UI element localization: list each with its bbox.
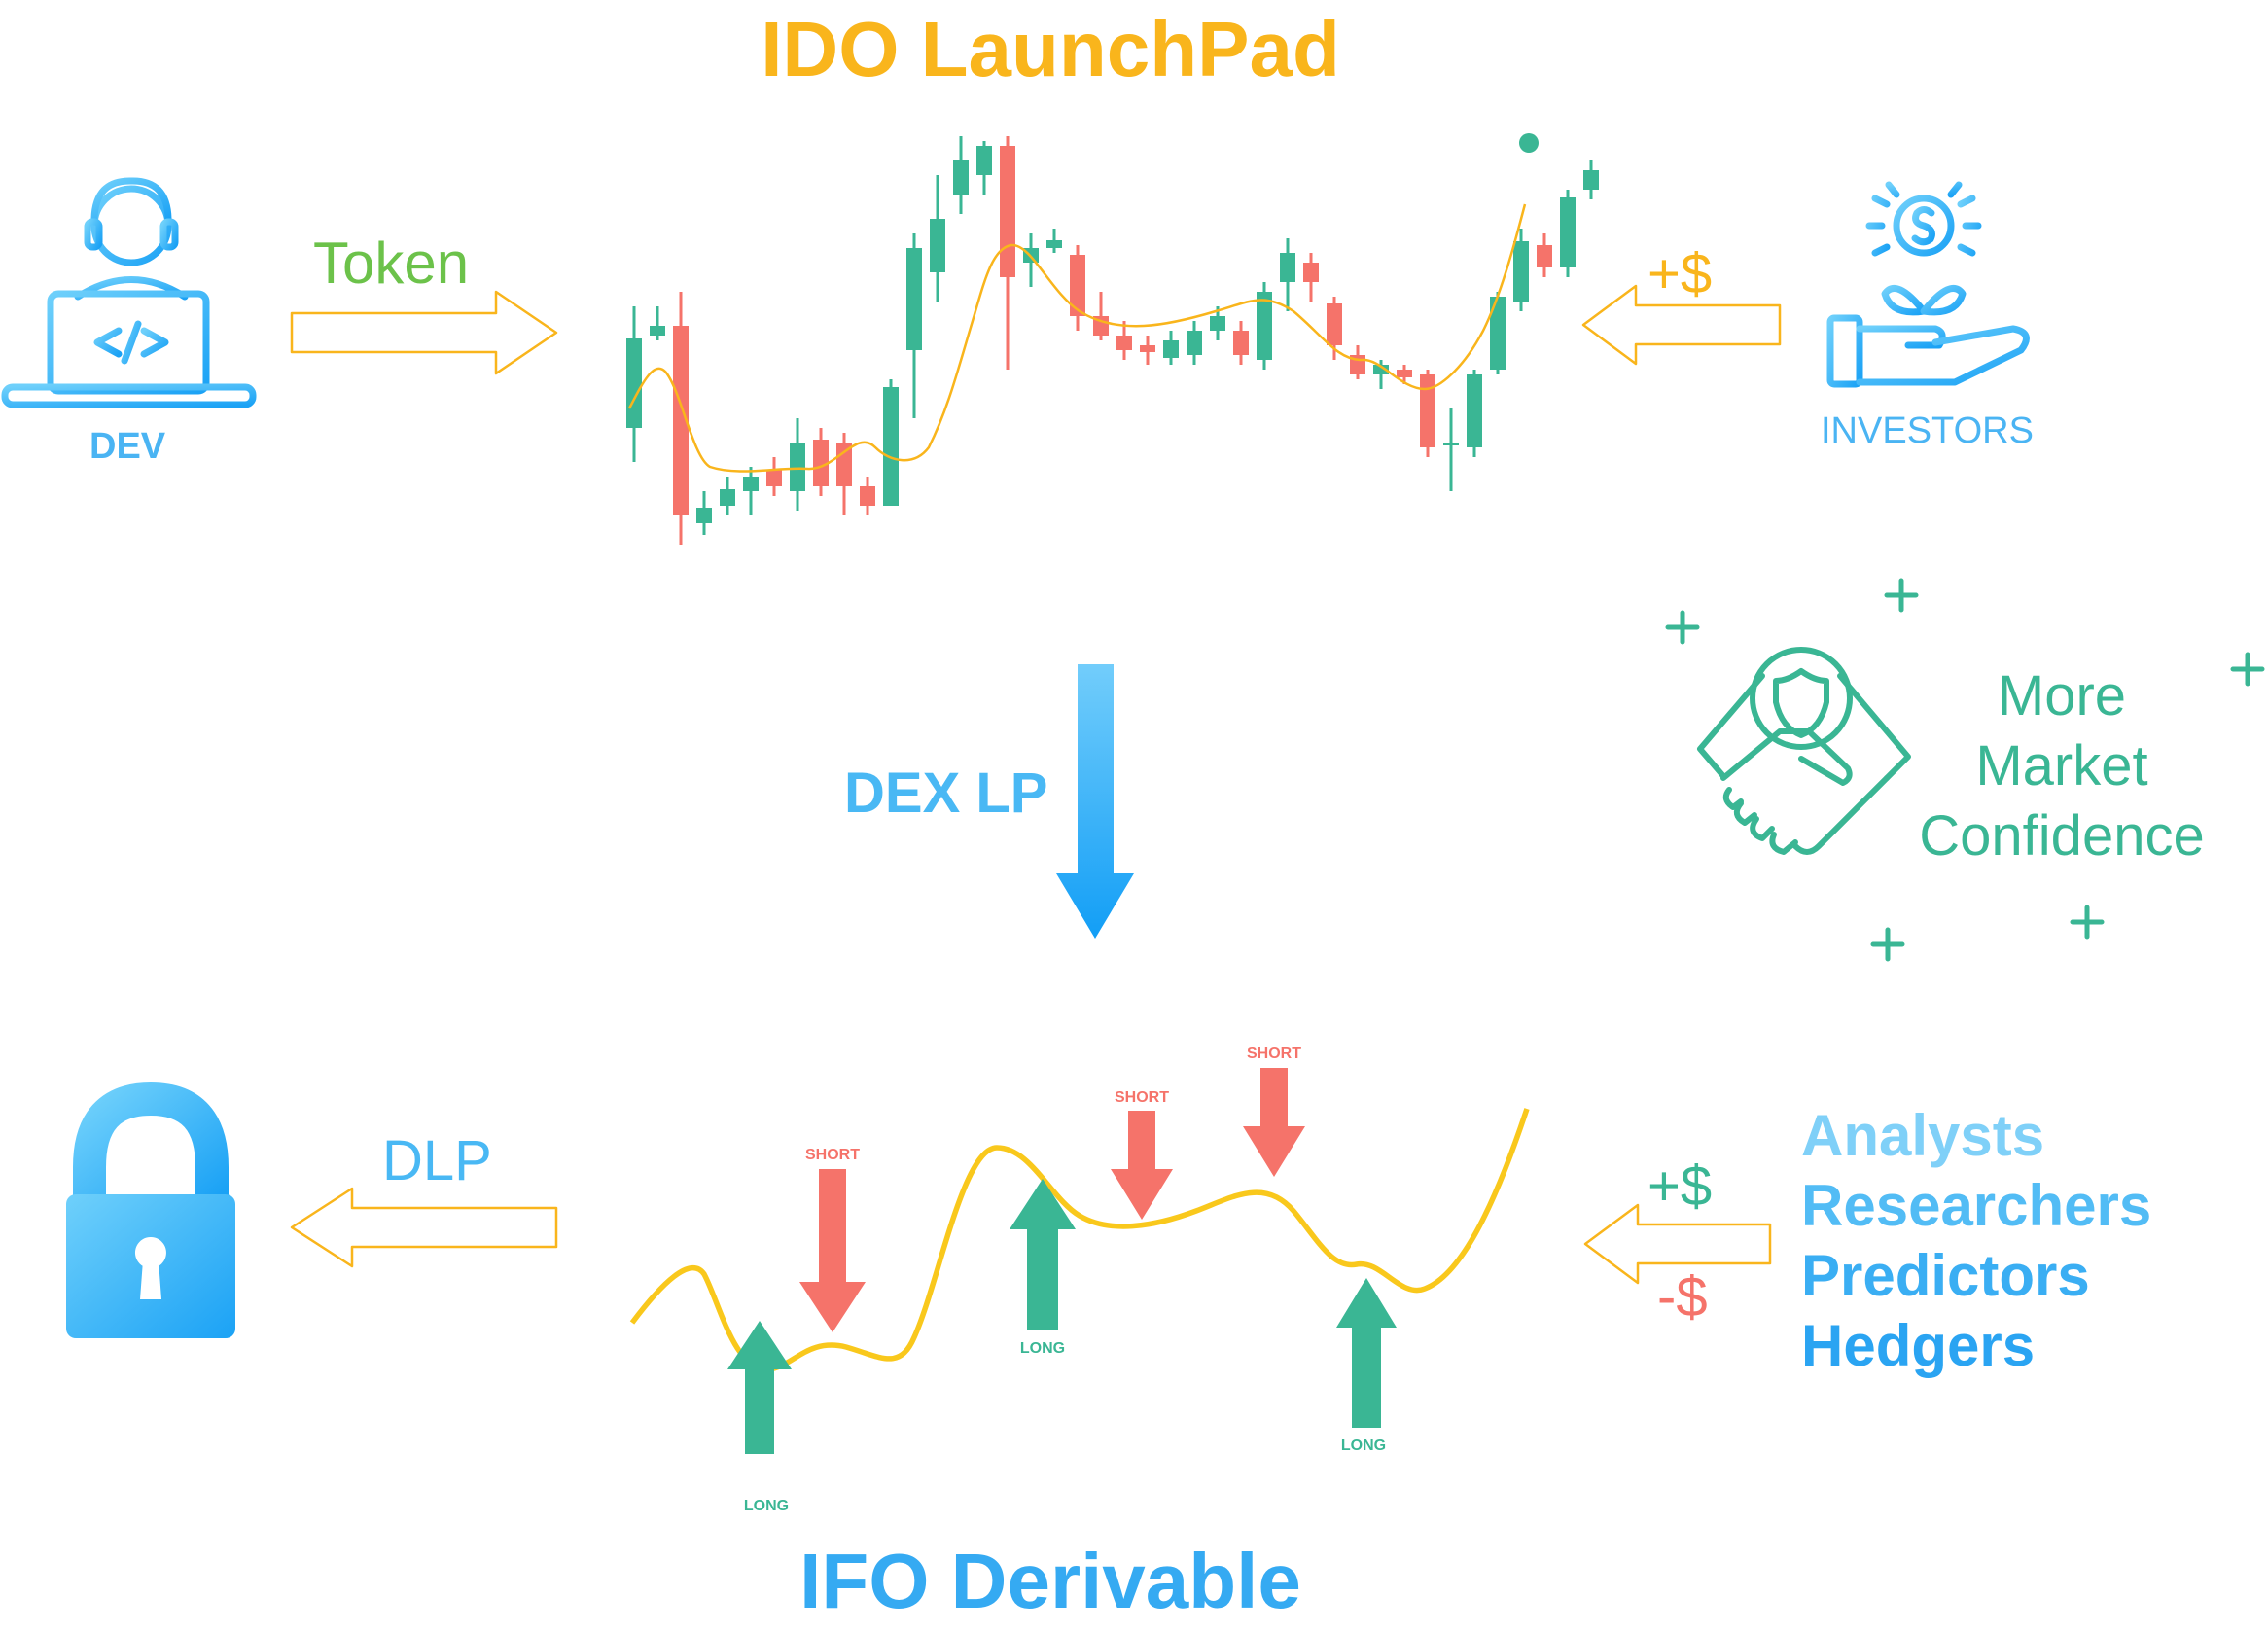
candle-body [1373, 365, 1389, 374]
candlestick-chart [626, 133, 1599, 545]
candle-body [930, 219, 945, 272]
candle-body [696, 508, 712, 523]
investor-money-plant-icon [1826, 181, 2030, 388]
candle-body [720, 489, 735, 506]
candle-body [883, 387, 899, 506]
plus-icon [1665, 578, 2265, 962]
ifo-derivable-title: IFO Derivable [799, 1538, 1301, 1624]
candle-body [790, 443, 805, 491]
dex-lp-down-arrow [1056, 664, 1134, 939]
handshake-shield-icon [1697, 647, 1911, 855]
role-hedgers: Hedgers [1801, 1313, 2036, 1378]
candle-body [673, 326, 689, 515]
candle-body [1537, 245, 1552, 267]
confidence-line: More [1997, 664, 2127, 727]
confidence-line: Market [1975, 734, 2148, 798]
candle-body [1000, 146, 1015, 277]
candle-body [906, 248, 922, 350]
derivative-price-curve [629, 1108, 1530, 1372]
candle-body [1397, 370, 1412, 377]
candle-body [1303, 263, 1319, 282]
short-label: SHORT [1115, 1089, 1169, 1106]
candle-body [1467, 374, 1482, 447]
short-signal-arrow [799, 1068, 1305, 1332]
long-label: LONG [744, 1498, 789, 1514]
candle-body [1583, 170, 1599, 190]
short-label: SHORT [805, 1147, 860, 1163]
token-arrow [290, 290, 558, 375]
ido-launchpad-title: IDO LaunchPad [761, 6, 1340, 92]
candle-body [1420, 374, 1435, 447]
investors-label: INVESTORS [1821, 410, 2034, 451]
candle-body [650, 326, 665, 336]
candle-body [1443, 443, 1459, 445]
candle-body [1210, 316, 1225, 331]
dex-lp-label: DEX LP [844, 762, 1048, 825]
participant-roles-list: Analysts Researchers Predictors Hedgers [1801, 1101, 2151, 1381]
candle-body [1513, 241, 1529, 302]
developer-laptop-icon [1, 177, 257, 408]
loss-label: -$ [1657, 1265, 1708, 1329]
confidence-line: Confidence [1919, 804, 2205, 868]
role-analysts: Analysts [1801, 1103, 2045, 1168]
candle-body [953, 160, 969, 195]
candle-body [743, 477, 759, 491]
dlp-arrow [290, 1187, 558, 1268]
investor-money-label: +$ [1648, 242, 1713, 305]
market-confidence-text: More Market Confidence [1887, 661, 2237, 871]
long-label: LONG [1020, 1340, 1065, 1357]
candle-body [813, 440, 829, 486]
padlock-icon [66, 1082, 235, 1338]
dlp-label: DLP [382, 1129, 492, 1192]
candle-body [766, 470, 782, 486]
candle-body [626, 338, 642, 428]
candle-body [1163, 340, 1179, 358]
role-researchers: Researchers [1801, 1173, 2152, 1238]
candle-body [976, 146, 992, 175]
short-label: SHORT [1247, 1046, 1301, 1062]
candle-body [1070, 255, 1085, 316]
latest-price-dot [1519, 133, 1539, 153]
token-label: Token [313, 231, 470, 296]
long-label: LONG [1341, 1437, 1386, 1454]
gain-label: +$ [1648, 1154, 1713, 1218]
market-flow-arrow [1583, 1203, 1772, 1285]
investor-money-arrow [1581, 284, 1782, 366]
candle-body [1187, 331, 1202, 355]
candle-body [1280, 253, 1295, 282]
candle-body [1233, 331, 1249, 355]
candle-body [1046, 240, 1062, 248]
moving-average-line [627, 203, 1527, 473]
candle-body [1140, 345, 1155, 352]
role-predictors: Predictors [1801, 1243, 2090, 1308]
candle-body [1116, 336, 1132, 350]
candle-body [860, 486, 875, 506]
long-signal-arrow [727, 1179, 1397, 1454]
candle-body [1560, 197, 1576, 267]
dev-label: DEV [89, 426, 166, 467]
candle-body [1327, 303, 1342, 345]
candle-body [1257, 292, 1272, 360]
candle-body [1490, 297, 1506, 370]
